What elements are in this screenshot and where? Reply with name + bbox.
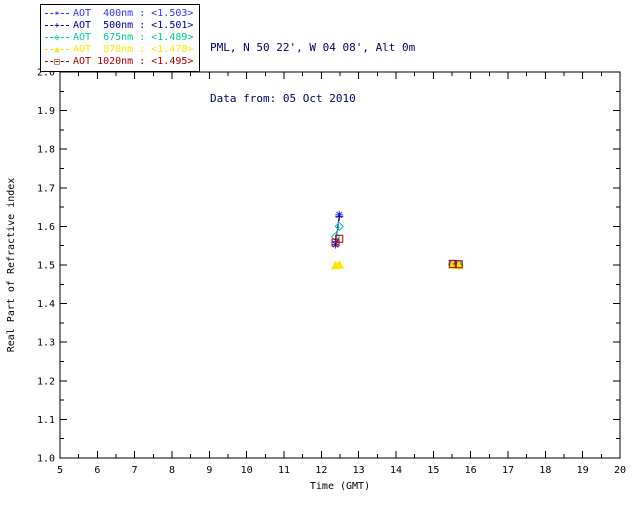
svg-text:10: 10 [241, 465, 253, 476]
header-date: Data from: 05 Oct 2010 [210, 92, 356, 105]
legend-label: AOT 1020nm : <1.495> [73, 56, 194, 67]
svg-text:5: 5 [57, 465, 63, 476]
svg-text:1.7: 1.7 [37, 183, 55, 194]
legend-line [45, 25, 69, 26]
svg-text:13: 13 [353, 465, 365, 476]
svg-text:19: 19 [577, 465, 589, 476]
legend-label: AOT 500nm : <1.501> [73, 20, 194, 31]
svg-text:1.6: 1.6 [37, 222, 55, 233]
svg-text:17: 17 [502, 465, 514, 476]
legend-line [45, 61, 69, 62]
legend-sample-870nm: ▲ [45, 45, 69, 55]
legend-item-400nm: ∗ AOT 400nm : <1.503> [45, 8, 193, 20]
svg-text:9: 9 [206, 465, 212, 476]
legend-sample-400nm: ∗ [45, 9, 69, 19]
plot-header: PML, N 50 22', W 04 08', Alt 0m Data fro… [210, 5, 415, 141]
svg-text:14: 14 [390, 465, 402, 476]
legend-label: AOT 675nm : <1.489> [73, 32, 194, 43]
square-marker-icon: □ [54, 57, 60, 67]
svg-text:1.0: 1.0 [37, 454, 55, 465]
legend-item-1020nm: □ AOT 1020nm : <1.495> [45, 56, 193, 68]
legend-line [45, 49, 69, 50]
svg-text:18: 18 [539, 465, 551, 476]
legend-box: ∗ AOT 400nm : <1.503> + AOT 500nm : <1.5… [40, 4, 201, 72]
series-aot-1020nm [331, 234, 463, 269]
svg-text:1.5: 1.5 [37, 261, 55, 272]
svg-text:7: 7 [132, 465, 138, 476]
legend-sample-1020nm: □ [45, 57, 69, 67]
svg-text:1.4: 1.4 [37, 299, 55, 310]
series-aot-400nm [331, 210, 463, 269]
star-marker-icon: ∗ [54, 9, 60, 19]
plus-marker-icon: + [54, 21, 60, 31]
series-aot-500nm [331, 212, 463, 269]
series-aot-870nm [330, 259, 464, 270]
svg-text:6: 6 [94, 465, 100, 476]
header-location: PML, N 50 22', W 04 08', Alt 0m [210, 41, 416, 54]
svg-text:1.2: 1.2 [37, 376, 55, 387]
x-axis-label: Time (GMT) [310, 481, 370, 492]
svg-text:16: 16 [465, 465, 477, 476]
svg-text:12: 12 [315, 465, 327, 476]
legend-line [45, 37, 69, 38]
tick-labels: 5 6 7 8 9 10 11 12 13 14 15 16 17 18 19 20 1.0 1.1 1.2 1.3 1… [37, 68, 626, 477]
axes-frame [59, 71, 621, 459]
legend-label: AOT 870nm : <1.478> [73, 44, 194, 55]
diamond-marker-icon: ◇ [54, 33, 60, 43]
legend-label: AOT 400nm : <1.503> [73, 8, 194, 19]
svg-text:1.3: 1.3 [37, 338, 55, 349]
svg-text:11: 11 [278, 465, 290, 476]
legend-sample-675nm: ◇ [45, 33, 69, 43]
triangle-marker-icon: ▲ [54, 45, 60, 55]
legend-item-870nm: ▲ AOT 870nm : <1.478> [45, 44, 193, 56]
svg-text:2.0: 2.0 [37, 68, 55, 79]
svg-text:1.9: 1.9 [37, 106, 55, 117]
svg-text:20: 20 [614, 465, 626, 476]
series-aot-675nm [330, 221, 464, 270]
svg-text:15: 15 [427, 465, 439, 476]
legend-sample-500nm: + [45, 21, 69, 31]
legend-item-500nm: + AOT 500nm : <1.501> [45, 20, 193, 32]
legend-item-675nm: ◇ AOT 675nm : <1.489> [45, 32, 193, 44]
svg-text:8: 8 [169, 465, 175, 476]
y-axis-label: Real Part of Refractive index [6, 178, 17, 353]
svg-text:1.1: 1.1 [37, 415, 55, 426]
legend-line [45, 13, 69, 14]
svg-text:1.8: 1.8 [37, 145, 55, 156]
